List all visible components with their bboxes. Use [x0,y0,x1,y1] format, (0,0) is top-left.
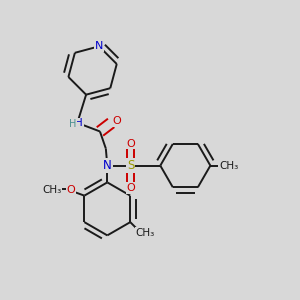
Text: NH: NH [67,118,83,128]
Text: O: O [67,185,76,195]
Text: S: S [127,159,134,172]
Text: N: N [103,159,112,172]
Text: CH₃: CH₃ [135,228,154,238]
Text: CH₃: CH₃ [219,160,238,171]
Text: O: O [127,139,135,148]
Text: N: N [95,41,103,51]
Text: H: H [69,119,76,129]
Text: O: O [127,183,135,193]
Text: O: O [112,116,121,126]
Text: CH₃: CH₃ [42,185,62,195]
